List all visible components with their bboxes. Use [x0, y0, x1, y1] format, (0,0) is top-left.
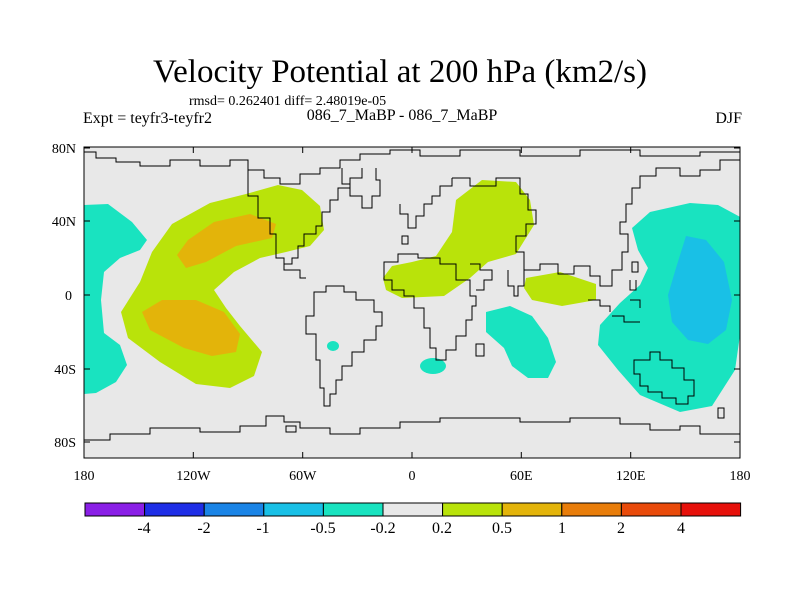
coastline-india [507, 270, 525, 297]
coastline-gulf [276, 257, 306, 279]
contour-south-america-negative [327, 341, 339, 351]
colorbar-labels: -4 -2 -1 -0.5 -0.2 0.2 0.5 1 2 4 [137, 520, 685, 537]
colorbar-label: -2 [197, 520, 210, 537]
lon-label: 120W [176, 469, 211, 484]
lon-label: 0 [409, 469, 416, 484]
colorbar-swatch [561, 502, 622, 517]
coastline-indonesia [588, 299, 641, 323]
contour-africa-asia-positive [383, 180, 534, 298]
coastline-new-zealand [717, 407, 725, 419]
coastline-asia [452, 159, 740, 287]
colorbar-label: -4 [137, 520, 150, 537]
coastline-south-america [305, 285, 383, 407]
experiment-label: Expt = teyfr3-teyfr2 [83, 110, 212, 127]
lat-labels: 80N 40N 0 40S 80S [52, 142, 76, 451]
lat-ticks [84, 147, 740, 443]
lat-label: 40S [54, 363, 76, 378]
run-label: 086_7_MaBP - 086_7_MaBP [306, 107, 498, 124]
coastline-arabia [470, 263, 493, 291]
coastline-madagascar [475, 343, 485, 357]
colorbar-swatch [144, 502, 205, 517]
lon-label: 60E [510, 469, 533, 484]
lon-label: 180 [74, 469, 95, 484]
colorbar-label: -0.5 [310, 520, 335, 537]
contour-indian-ocean-negative [486, 306, 556, 378]
colorbar-swatch [263, 502, 324, 517]
colorbar-label: 0.2 [432, 520, 452, 537]
colorbar-swatch [620, 502, 682, 517]
colorbar-swatch [322, 502, 384, 517]
coastline-australia [633, 351, 695, 405]
colorbar-swatch [382, 502, 444, 517]
colorbar-swatch [203, 502, 265, 517]
coastline-greenland [341, 168, 381, 209]
contour-west-pacific-core [668, 236, 732, 344]
lat-label: 80N [52, 142, 76, 157]
lat-label: 80S [54, 436, 76, 451]
colorbar-label: 0.5 [492, 520, 512, 537]
stats-label: rmsd= 0.262401 diff= 2.48019e-05 [189, 94, 387, 109]
colorbar-swatch [442, 502, 503, 517]
colorbar-swatch [680, 502, 742, 517]
coastline-north-america [247, 168, 363, 265]
colorbar-swatch [501, 502, 563, 517]
contour-africa-negative [420, 358, 446, 374]
lon-label: 180 [730, 469, 751, 484]
lon-ticks [83, 147, 741, 458]
colorbar-label: 4 [677, 520, 685, 537]
lon-label: 60W [289, 469, 317, 484]
colorbar-label: 1 [558, 520, 566, 537]
colorbar-label: -1 [256, 520, 269, 537]
season-label: DJF [715, 110, 742, 127]
contour-north-pacific-core [177, 214, 276, 268]
coastline-arctic [84, 149, 740, 185]
lon-label: 120E [616, 469, 646, 484]
coastline-uk [401, 235, 409, 245]
coastline-europe [399, 178, 453, 229]
contour-south-pacific-core [142, 300, 240, 356]
lat-label: 40N [52, 215, 76, 230]
coastlines [84, 149, 740, 441]
colorbar-label: 2 [617, 520, 625, 537]
coastline-africa [383, 253, 477, 361]
lat-label: 0 [65, 289, 72, 304]
contour-bay-bengal-positive [524, 272, 596, 306]
coastline-japan [629, 261, 639, 291]
colorbar-label: -0.2 [370, 520, 395, 537]
contour-dateline-negative [84, 204, 147, 394]
colorbar-swatch [84, 502, 146, 517]
lon-labels: 180 120W 60W 0 60E 120E 180 [74, 469, 751, 484]
coastline-antarctica [84, 415, 740, 441]
page-title: Velocity Potential at 200 hPa (km2/s) [152, 54, 648, 90]
colorbar [84, 502, 742, 517]
coastline-antarctic-peninsula [285, 425, 297, 433]
